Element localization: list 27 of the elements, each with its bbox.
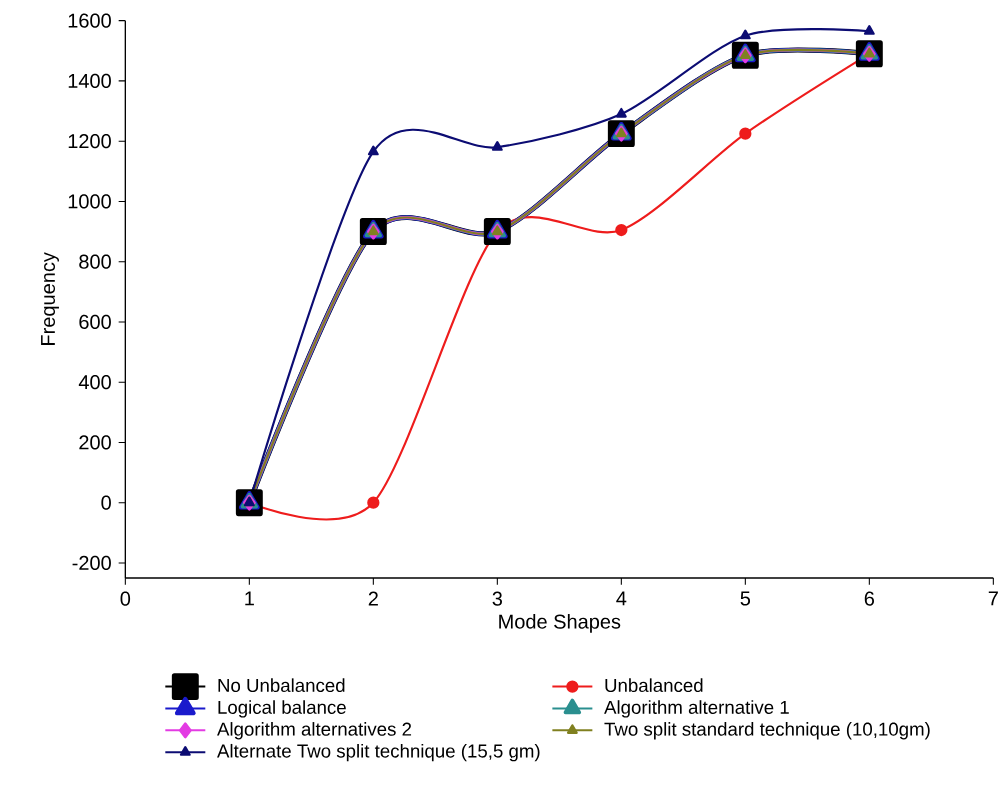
x-tick-label: 5 [740, 591, 751, 606]
x-tick-label: 4 [616, 591, 627, 606]
y-tick-label: 1000 [68, 194, 111, 209]
y-tick-label: 0 [101, 495, 111, 510]
x-tick-label: 7 [988, 591, 998, 606]
legend-label: Logical balance [218, 700, 346, 718]
x-axis-title: Mode Shapes [499, 614, 621, 633]
legend-label: No Unbalanced [218, 678, 345, 693]
legend-label: Algorithm alternatives 2 [217, 722, 412, 740]
x-tick-label: 6 [864, 591, 875, 606]
y-tick-label: 800 [79, 254, 111, 269]
y-tick-label: 1200 [68, 134, 111, 149]
legend-label: Alternate Two split technique (15,5 gm) [217, 744, 540, 762]
y-axis-title: Frequency [41, 252, 59, 346]
y-tick-label: 400 [78, 375, 111, 390]
legend-label: Algorithm alternative 1 [604, 700, 789, 718]
y-tick-label: 600 [79, 315, 111, 330]
x-tick-label: 1 [245, 591, 254, 606]
x-tick-label: 0 [120, 591, 131, 606]
legend-label: Unbalanced [605, 678, 703, 693]
legend-label: Two split standard technique (10,10gm) [604, 722, 930, 740]
y-tick-label: 1400 [68, 74, 111, 89]
y-tick-label: -200 [72, 556, 111, 571]
y-tick-label: 1600 [68, 13, 111, 28]
y-tick-label: 200 [79, 435, 111, 450]
x-tick-label: 3 [492, 591, 503, 606]
x-tick-label: 2 [368, 591, 378, 606]
